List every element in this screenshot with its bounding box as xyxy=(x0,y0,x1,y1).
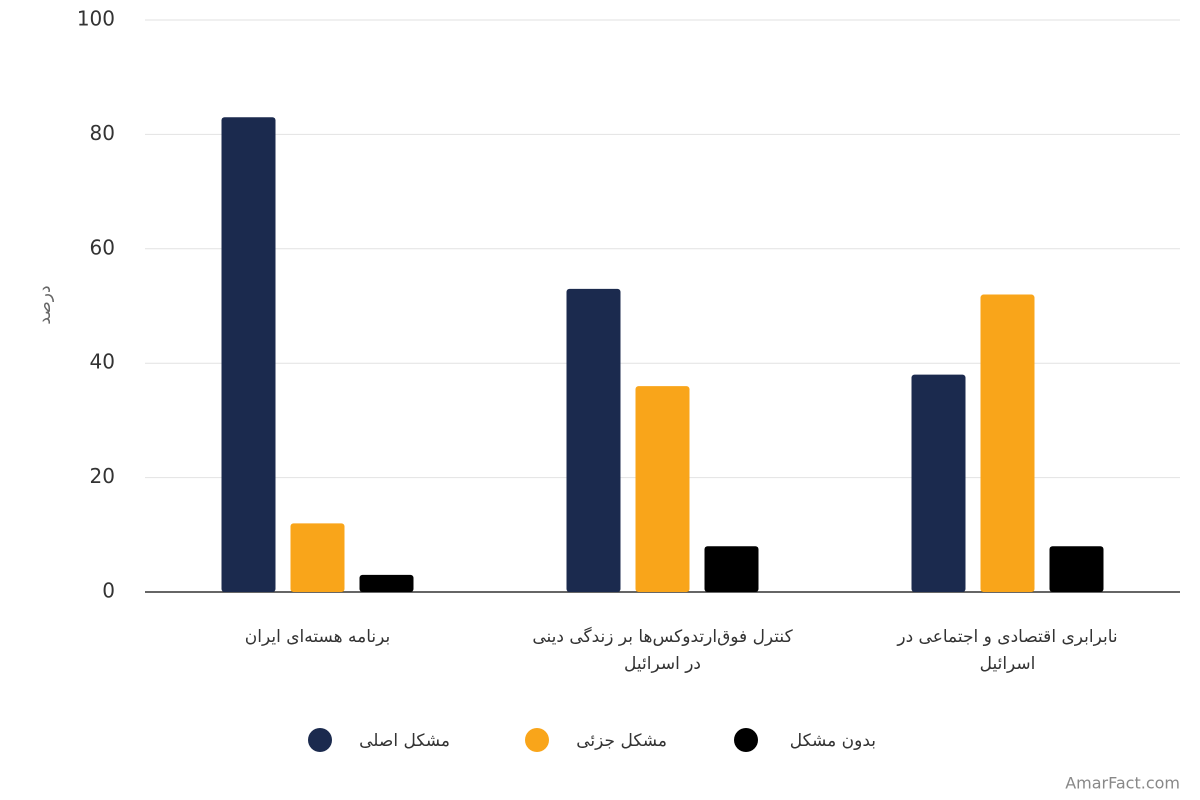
bar xyxy=(566,288,621,592)
legend-marker xyxy=(525,728,549,752)
y-tick-label: 80 xyxy=(90,121,115,145)
y-tick-label: 20 xyxy=(90,464,115,488)
x-tick-label: نابرابری اقتصادی و اجتماعی در اسرائیل xyxy=(897,627,1118,674)
bar xyxy=(1049,546,1104,592)
bar xyxy=(290,523,345,592)
y-tick-label: 40 xyxy=(90,350,115,374)
legend-label: مشکل جزئی xyxy=(576,731,667,751)
x-tick-label: کنترل فوق‌ارتدوکس‌ها بر زندگی دینی در اس… xyxy=(532,627,793,674)
y-tick-label: 60 xyxy=(90,235,115,259)
legend-label: مشکل اصلی xyxy=(359,731,450,751)
legend-label: بدون مشکل xyxy=(790,731,876,751)
bar xyxy=(980,294,1035,592)
bar xyxy=(221,117,276,593)
y-tick-label: 0 xyxy=(102,579,115,603)
bar xyxy=(635,386,690,592)
legend-marker xyxy=(308,728,332,752)
y-tick-label: 100 xyxy=(77,7,115,31)
bar xyxy=(359,574,414,592)
y-axis-label: درصد xyxy=(35,285,55,324)
watermark: AmarFact.com xyxy=(1065,774,1180,793)
bar xyxy=(704,546,759,592)
legend-marker xyxy=(734,728,758,752)
bar xyxy=(911,374,966,592)
x-tick-label: برنامه هسته‌ای ایران xyxy=(244,627,391,647)
